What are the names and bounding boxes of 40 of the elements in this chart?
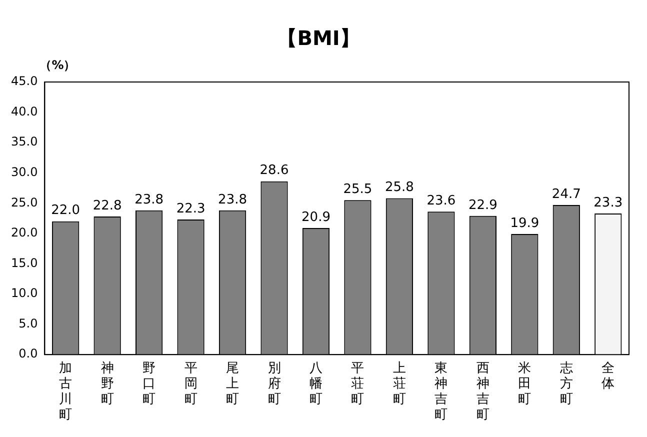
data-label: 24.7	[552, 186, 581, 202]
y-tick-label: 25.0	[11, 195, 38, 210]
y-tick-label: 5.0	[18, 316, 38, 330]
y-tick-label: 0.0	[18, 346, 38, 361]
data-label: 22.3	[176, 201, 206, 216]
data-label: 22.0	[51, 203, 80, 218]
data-label: 23.3	[594, 195, 623, 210]
data-label: 22.9	[468, 198, 498, 213]
y-tick-label: 40.0	[11, 104, 38, 118]
data-label: 25.8	[384, 180, 414, 196]
y-tick-label: 20.0	[11, 226, 38, 240]
x-tick-label: 野口町	[142, 360, 156, 407]
x-tick-label: 八幡町	[309, 360, 322, 407]
data-label: 23.8	[134, 192, 164, 208]
x-tick-label: 西神吉町	[476, 360, 490, 423]
data-label: 23.8	[218, 192, 247, 208]
chart-title: 【BMI】	[277, 26, 360, 50]
x-tick-label: 全体	[602, 360, 615, 392]
data-label: 22.8	[92, 198, 122, 214]
x-tick-label: 上荘町	[392, 360, 406, 407]
y-tick-label: 30.0	[11, 164, 38, 179]
x-tick-label: 米田町	[518, 360, 532, 407]
x-tick-label: 志方町	[560, 360, 573, 407]
y-tick-label: 45.0	[11, 74, 38, 88]
x-tick-label: 東神吉町	[434, 360, 448, 423]
y-axis-title: （%）	[40, 58, 76, 72]
data-label: 28.6	[260, 163, 289, 178]
x-tick-label: 平荘町	[351, 360, 364, 407]
y-tick-label: 35.0	[11, 134, 38, 149]
data-label: 19.9	[510, 216, 540, 231]
x-tick-label: 尾上町	[226, 360, 240, 407]
x-tick-label: 別府町	[268, 360, 281, 407]
y-tick-label: 10.0	[11, 286, 38, 300]
x-tick-label: 神野町	[100, 360, 114, 407]
data-label: 20.9	[302, 210, 330, 225]
y-tick-label: 15.0	[11, 256, 38, 270]
x-tick-label: 平岡町	[184, 360, 198, 407]
x-tick-label: 加古川町	[59, 360, 72, 423]
data-label: 25.5	[343, 182, 372, 197]
data-label: 23.6	[426, 194, 456, 209]
